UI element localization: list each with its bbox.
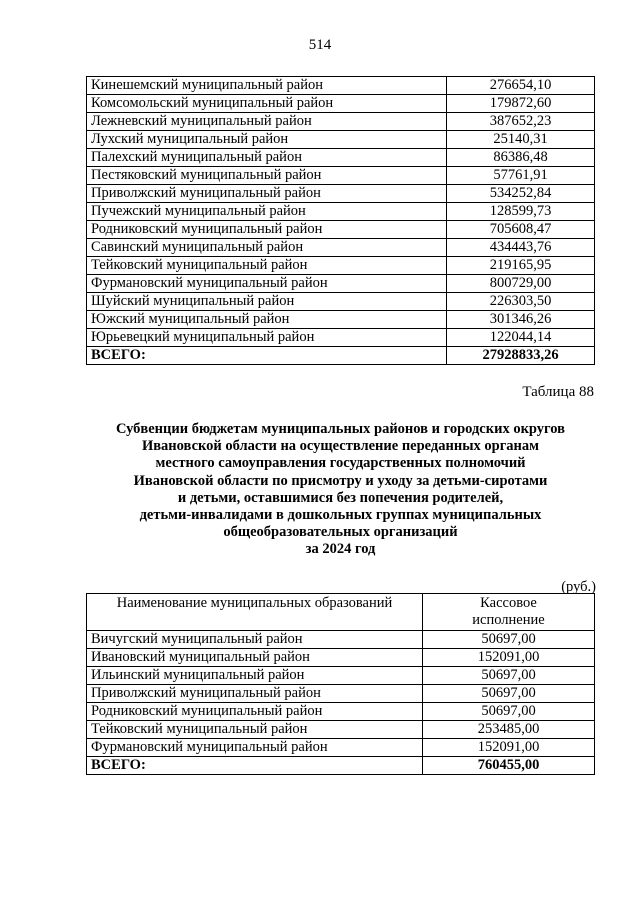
table-row: Палехский муниципальный район 86386,48 [86, 148, 595, 167]
table-title: Субвенции бюджетам муниципальных районов… [86, 421, 595, 559]
amount: 219165,95 [446, 256, 595, 275]
amount: 179872,60 [446, 94, 595, 113]
municipality-name: Родниковский муниципальный район [86, 220, 447, 239]
table-88: Наименование муниципальных образований К… [86, 593, 595, 775]
municipality-name: Пестяковский муниципальный район [86, 166, 447, 185]
table-row: Савинский муниципальный район 434443,76 [86, 238, 595, 257]
title-line: Субвенции бюджетам муниципальных районов… [116, 421, 565, 437]
amount: 705608,47 [446, 220, 595, 239]
title-line: Ивановской области на осуществление пере… [141, 438, 540, 455]
table-row: Фурмановский муниципальный район 152091,0… [86, 738, 595, 757]
amount: 25140,31 [446, 130, 595, 149]
municipality-name: Тейковский муниципальный район [86, 256, 447, 275]
header-value: Кассовое исполнение [422, 593, 595, 631]
table-row: Лухский муниципальный район 25140,31 [86, 130, 595, 149]
amount: 57761,91 [446, 166, 595, 185]
amount: 152091,00 [422, 648, 595, 667]
amount: 152091,00 [422, 738, 595, 757]
title-line: общеобразовательных организаций [223, 524, 458, 541]
table-row: Приволжский муниципальный район 50697,00 [86, 684, 595, 703]
table-row: Кинешемский муниципальный район 276654,10 [86, 76, 595, 95]
total-amount: 760455,00 [422, 756, 595, 775]
table-row: Южский муниципальный район 301346,26 [86, 310, 595, 329]
amount: 276654,10 [446, 76, 595, 95]
table-row: Шуйский муниципальный район 226303,50 [86, 292, 595, 311]
amount: 534252,84 [446, 184, 595, 203]
amount: 122044,14 [446, 328, 595, 347]
title-line: местного самоуправления государственных … [155, 455, 526, 472]
title-line: и детьми, оставшимися без попечения роди… [177, 489, 504, 506]
amount: 226303,50 [446, 292, 595, 311]
table-row: Тейковский муниципальный район 219165,95 [86, 256, 595, 275]
title-line: детьми-инвалидами в дошкольных группах м… [139, 507, 542, 524]
amount: 434443,76 [446, 238, 595, 257]
table-row: Ильинский муниципальный район 50697,00 [86, 666, 595, 685]
total-label: ВСЕГО: [86, 756, 423, 775]
amount: 301346,26 [446, 310, 595, 329]
municipality-name: Тейковский муниципальный район [86, 720, 423, 739]
table-row: Приволжский муниципальный район 534252,84 [86, 184, 595, 203]
amount: 253485,00 [422, 720, 595, 739]
municipality-name: Пучежский муниципальный район [86, 202, 447, 221]
table-row: Лежневский муниципальный район 387652,23 [86, 112, 595, 131]
table-row: Вичугский муниципальный район 50697,00 [86, 630, 595, 649]
municipality-name: Палехский муниципальный район [86, 148, 447, 167]
header-row: Наименование муниципальных образований К… [86, 593, 595, 631]
unit-label: (руб.) [561, 579, 596, 595]
amount: 50697,00 [422, 684, 595, 703]
municipality-name: Южский муниципальный район [86, 310, 447, 329]
municipality-name: Фурмановский муниципальный район [86, 274, 447, 293]
amount: 86386,48 [446, 148, 595, 167]
municipality-name: Лухский муниципальный район [86, 130, 447, 149]
table-row: Пучежский муниципальный район 128599,73 [86, 202, 595, 221]
page-number: 514 [308, 37, 332, 53]
municipality-name: Лежневский муниципальный район [86, 112, 447, 131]
title-line: за 2024 год [305, 541, 376, 558]
table-row: Родниковский муниципальный район 50697,00 [86, 702, 595, 721]
municipality-name: Савинский муниципальный район [86, 238, 447, 257]
amount: 800729,00 [446, 274, 595, 293]
municipality-name: Вичугский муниципальный район [86, 630, 423, 649]
table-number: Таблица 88 [522, 384, 594, 400]
total-row: ВСЕГО: 760455,00 [86, 756, 595, 775]
table-row: Комсомольский муниципальный район 179872,… [86, 94, 595, 113]
amount: 50697,00 [422, 666, 595, 685]
municipality-name: Комсомольский муниципальный район [86, 94, 447, 113]
municipality-name: Ильинский муниципальный район [86, 666, 423, 685]
municipality-name: Кинешемский муниципальный район [86, 76, 447, 95]
municipality-name: Ивановский муниципальный район [86, 648, 423, 667]
municipality-name: Приволжский муниципальный район [86, 184, 447, 203]
amount: 387652,23 [446, 112, 595, 131]
header-name: Наименование муниципальных образований [86, 593, 423, 631]
amount: 50697,00 [422, 630, 595, 649]
table-row: Ивановский муниципальный район 152091,00 [86, 648, 595, 667]
table-row: Фурмановский муниципальный район 800729,0… [86, 274, 595, 293]
municipality-name: Родниковский муниципальный район [86, 702, 423, 721]
table-row: Юрьевецкий муниципальный район 122044,14 [86, 328, 595, 347]
municipality-name: Юрьевецкий муниципальный район [86, 328, 447, 347]
total-amount: 27928833,26 [446, 346, 595, 365]
total-row: ВСЕГО: 27928833,26 [86, 346, 595, 365]
total-label: ВСЕГО: [86, 346, 447, 365]
table-row: Тейковский муниципальный район 253485,00 [86, 720, 595, 739]
municipality-name: Фурмановский муниципальный район [86, 738, 423, 757]
municipality-name: Шуйский муниципальный район [86, 292, 447, 311]
amount: 50697,00 [422, 702, 595, 721]
title-line: Ивановской области по присмотру и уходу … [133, 472, 548, 489]
table-1-continued: Кинешемский муниципальный район 276654,10… [86, 76, 595, 365]
table-row: Родниковский муниципальный район 705608,4… [86, 220, 595, 239]
municipality-name: Приволжский муниципальный район [86, 684, 423, 703]
table-row: Пестяковский муниципальный район 57761,91 [86, 166, 595, 185]
amount: 128599,73 [446, 202, 595, 221]
